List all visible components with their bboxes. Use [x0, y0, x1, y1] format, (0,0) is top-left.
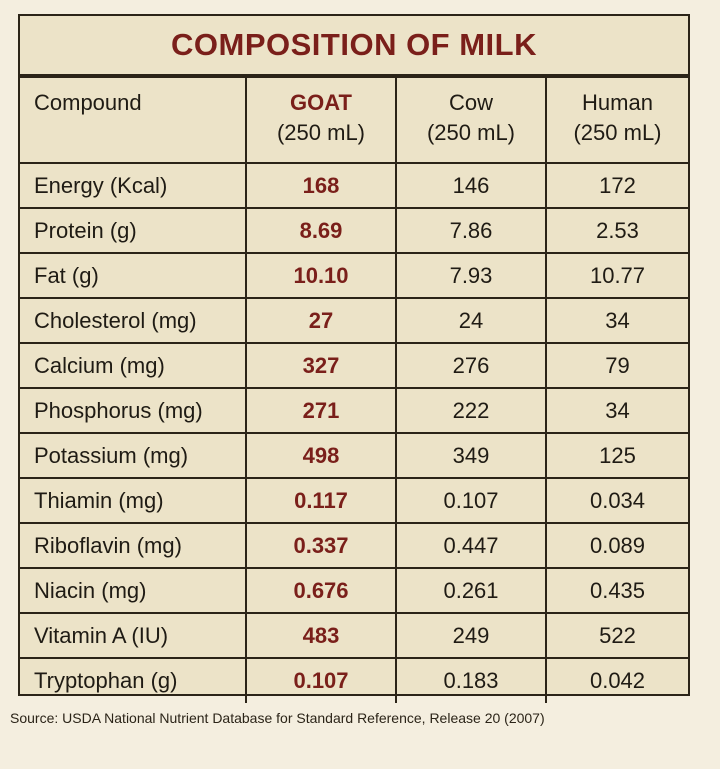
cow-value: 24 — [395, 297, 547, 344]
table-row: Potassium (mg) 498 349 125 — [20, 432, 688, 479]
table-row: Phosphorus (mg) 271 222 34 — [20, 387, 688, 434]
human-value: 0.089 — [545, 522, 688, 569]
header-human-name: Human — [582, 90, 653, 115]
source-note: Source: USDA National Nutrient Database … — [10, 710, 545, 726]
goat-value: 0.117 — [245, 477, 397, 524]
goat-value: 498 — [245, 432, 397, 479]
goat-value: 0.676 — [245, 567, 397, 614]
cow-value: 222 — [395, 387, 547, 434]
compound-cell: Niacin (mg) — [20, 567, 247, 614]
goat-value: 27 — [245, 297, 397, 344]
composition-table: Compound GOAT (250 mL) Cow (250 mL) Huma… — [20, 76, 688, 703]
header-cow-name: Cow — [448, 90, 493, 115]
compound-cell: Phosphorus (mg) — [20, 387, 247, 434]
goat-value: 168 — [245, 162, 397, 209]
header-goat-name: GOAT — [290, 90, 352, 115]
table-row: Cholesterol (mg) 27 24 34 — [20, 297, 688, 344]
cow-value: 0.183 — [395, 657, 547, 703]
human-value: 0.042 — [545, 657, 688, 703]
table-row: Vitamin A (IU) 483 249 522 — [20, 612, 688, 659]
table-title: COMPOSITION OF MILK — [171, 27, 537, 62]
table-row: Protein (g) 8.69 7.86 2.53 — [20, 207, 688, 254]
header-compound: Compound — [20, 76, 247, 164]
header-goat-unit: (250 mL) — [276, 120, 366, 145]
human-value: 79 — [545, 342, 688, 389]
header-human-unit: (250 mL) — [573, 120, 662, 145]
header-cow: Cow (250 mL) — [395, 76, 547, 164]
title-row: COMPOSITION OF MILK — [20, 16, 688, 76]
goat-value: 0.337 — [245, 522, 397, 569]
goat-value: 10.10 — [245, 252, 397, 299]
header-row: Compound GOAT (250 mL) Cow (250 mL) Huma… — [20, 76, 688, 164]
cow-value: 146 — [395, 162, 547, 209]
compound-cell: Potassium (mg) — [20, 432, 247, 479]
goat-value: 0.107 — [245, 657, 397, 703]
compound-cell: Vitamin A (IU) — [20, 612, 247, 659]
goat-value: 8.69 — [245, 207, 397, 254]
cow-value: 249 — [395, 612, 547, 659]
milk-composition-panel: COMPOSITION OF MILK Compound GOAT (250 m… — [18, 14, 690, 703]
goat-value: 271 — [245, 387, 397, 434]
header-cow-unit: (250 mL) — [426, 120, 516, 145]
compound-cell: Riboflavin (mg) — [20, 522, 247, 569]
human-value: 34 — [545, 297, 688, 344]
compound-cell: Energy (Kcal) — [20, 162, 247, 209]
human-value: 522 — [545, 612, 688, 659]
cow-value: 0.107 — [395, 477, 547, 524]
cow-value: 276 — [395, 342, 547, 389]
table-row: Fat (g) 10.10 7.93 10.77 — [20, 252, 688, 299]
table-row: Riboflavin (mg) 0.337 0.447 0.089 — [20, 522, 688, 569]
human-value: 10.77 — [545, 252, 688, 299]
human-value: 125 — [545, 432, 688, 479]
header-goat: GOAT (250 mL) — [245, 76, 397, 164]
cow-value: 7.93 — [395, 252, 547, 299]
header-human: Human (250 mL) — [545, 76, 688, 164]
table-row: Calcium (mg) 327 276 79 — [20, 342, 688, 389]
compound-cell: Fat (g) — [20, 252, 247, 299]
compound-cell: Thiamin (mg) — [20, 477, 247, 524]
compound-cell: Cholesterol (mg) — [20, 297, 247, 344]
table-row: Thiamin (mg) 0.117 0.107 0.034 — [20, 477, 688, 524]
human-value: 0.034 — [545, 477, 688, 524]
table-row: Niacin (mg) 0.676 0.261 0.435 — [20, 567, 688, 614]
table-row: Tryptophan (g) 0.107 0.183 0.042 — [20, 657, 688, 703]
compound-cell: Protein (g) — [20, 207, 247, 254]
cow-value: 0.447 — [395, 522, 547, 569]
human-value: 34 — [545, 387, 688, 434]
goat-value: 327 — [245, 342, 397, 389]
compound-cell: Calcium (mg) — [20, 342, 247, 389]
table-row: Energy (Kcal) 168 146 172 — [20, 162, 688, 209]
cow-value: 7.86 — [395, 207, 547, 254]
compound-cell: Tryptophan (g) — [20, 657, 247, 703]
human-value: 0.435 — [545, 567, 688, 614]
cow-value: 0.261 — [395, 567, 547, 614]
goat-value: 483 — [245, 612, 397, 659]
human-value: 172 — [545, 162, 688, 209]
cow-value: 349 — [395, 432, 547, 479]
human-value: 2.53 — [545, 207, 688, 254]
